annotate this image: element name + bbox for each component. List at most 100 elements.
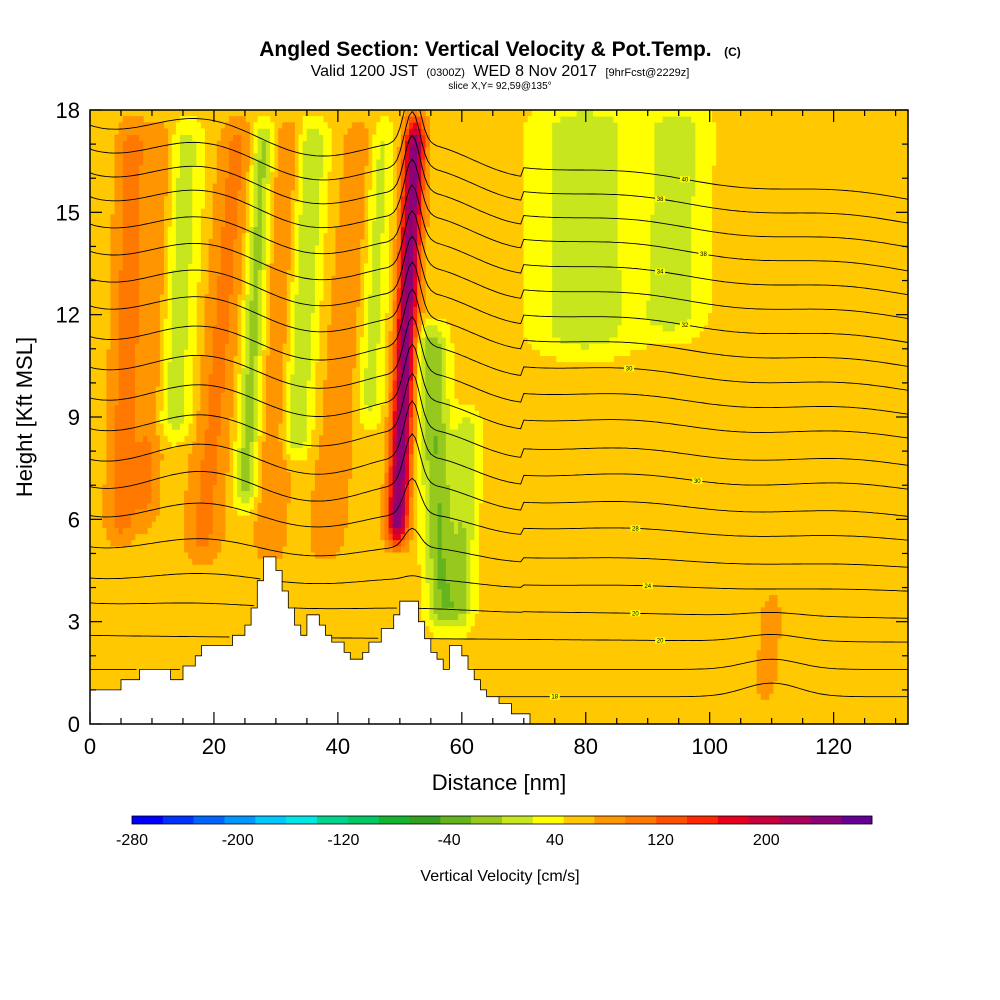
velocity-cell: [265, 410, 271, 418]
velocity-cell: [130, 343, 136, 350]
velocity-cell: [364, 343, 369, 350]
velocity-cell: [462, 619, 467, 627]
velocity-cell: [335, 478, 340, 485]
velocity-cell: [404, 435, 410, 442]
velocity-cell: [376, 318, 381, 326]
velocity-cell: [269, 361, 275, 369]
velocity-cell: [400, 466, 406, 473]
velocity-cell: [245, 398, 250, 406]
velocity-cell: [106, 453, 111, 461]
velocity-cell: [139, 140, 144, 148]
velocity-cell: [437, 459, 443, 467]
velocity-cell: [339, 509, 344, 516]
velocity-cell: [429, 595, 434, 602]
velocity-cell: [413, 171, 418, 178]
velocity-cell: [302, 220, 308, 228]
velocity-cell: [200, 417, 205, 424]
velocity-cell: [114, 441, 120, 449]
velocity-cell: [184, 300, 189, 307]
velocity-cell: [147, 294, 152, 301]
velocity-cell: [188, 533, 193, 541]
velocity-cell: [384, 453, 389, 461]
velocity-cell: [237, 417, 242, 424]
velocity-cell: [130, 441, 136, 449]
velocity-cell: [396, 386, 402, 393]
velocity-cell: [159, 453, 165, 461]
velocity-cell: [224, 447, 230, 455]
velocity-cell: [237, 183, 242, 191]
velocity-cell: [118, 269, 124, 277]
velocity-cell: [286, 472, 291, 479]
velocity-cell: [364, 128, 369, 135]
velocity-cell: [204, 558, 210, 565]
velocity-cell: [429, 509, 434, 516]
velocity-cell: [298, 410, 304, 418]
velocity-cell: [147, 380, 152, 387]
velocity-cell: [310, 392, 316, 399]
velocity-cell: [188, 484, 193, 492]
velocity-cell: [143, 410, 148, 418]
velocity-cell: [319, 533, 324, 541]
velocity-cell: [413, 183, 418, 191]
velocity-cell: [392, 404, 398, 412]
velocity-cell: [343, 152, 349, 160]
velocity-cell: [278, 257, 283, 264]
velocity-cell: [335, 324, 340, 332]
velocity-cell: [216, 152, 222, 160]
velocity-cell: [224, 288, 230, 295]
velocity-cell: [192, 527, 197, 535]
velocity-cell: [171, 392, 177, 399]
velocity-cell: [216, 300, 222, 307]
velocity-cell: [421, 238, 426, 246]
velocity-cell: [171, 380, 177, 387]
velocity-cell: [167, 435, 173, 442]
velocity-cell: [413, 140, 418, 148]
velocity-cell: [310, 195, 316, 203]
velocity-cell: [347, 459, 353, 467]
velocity-cell: [286, 183, 291, 191]
velocity-cell: [470, 619, 475, 627]
velocity-cell: [184, 533, 189, 541]
velocity-cell: [106, 349, 111, 356]
velocity-cell: [302, 183, 308, 191]
velocity-cell: [425, 195, 430, 203]
velocity-cell: [224, 177, 230, 185]
velocity-cell: [372, 324, 377, 332]
velocity-cell: [433, 619, 439, 627]
velocity-cell: [441, 410, 447, 418]
velocity-cell: [368, 374, 373, 381]
velocity-cell: [237, 423, 242, 430]
velocity-cell: [445, 625, 451, 633]
velocity-cell: [351, 312, 357, 320]
velocity-cell: [229, 177, 234, 185]
velocity-cell: [122, 453, 128, 461]
velocity-cell: [298, 251, 304, 258]
velocity-cell: [118, 146, 124, 154]
velocity-cell: [122, 496, 128, 504]
velocity-cell: [139, 257, 144, 264]
velocity-cell: [400, 533, 406, 541]
velocity-cell: [364, 294, 369, 301]
velocity-cell: [335, 226, 340, 234]
velocity-cell: [400, 171, 406, 178]
velocity-cell: [118, 398, 124, 406]
velocity-cell: [417, 502, 422, 510]
velocity-cell: [274, 417, 279, 424]
velocity-cell: [319, 263, 324, 271]
velocity-cell: [167, 374, 173, 381]
velocity-cell: [368, 331, 373, 338]
velocity-cell: [208, 281, 214, 289]
velocity-cell: [216, 472, 222, 479]
velocity-cell: [339, 527, 344, 535]
velocity-cell: [400, 545, 406, 553]
velocity-cell: [204, 521, 210, 528]
velocity-cell: [216, 429, 222, 436]
velocity-cell: [114, 165, 120, 172]
velocity-cell: [302, 423, 308, 430]
velocity-cell: [261, 257, 267, 264]
velocity-cell: [449, 564, 455, 571]
velocity-cell: [421, 607, 426, 614]
velocity-cell: [216, 515, 222, 522]
velocity-cell: [179, 257, 185, 264]
velocity-cell: [413, 410, 418, 418]
